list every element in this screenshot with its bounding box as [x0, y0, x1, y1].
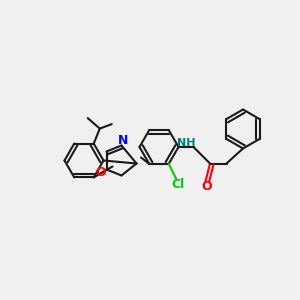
Text: N: N: [118, 134, 128, 147]
Text: O: O: [95, 166, 106, 179]
Text: Cl: Cl: [171, 178, 184, 191]
Text: O: O: [202, 180, 212, 194]
Text: NH: NH: [177, 137, 195, 148]
